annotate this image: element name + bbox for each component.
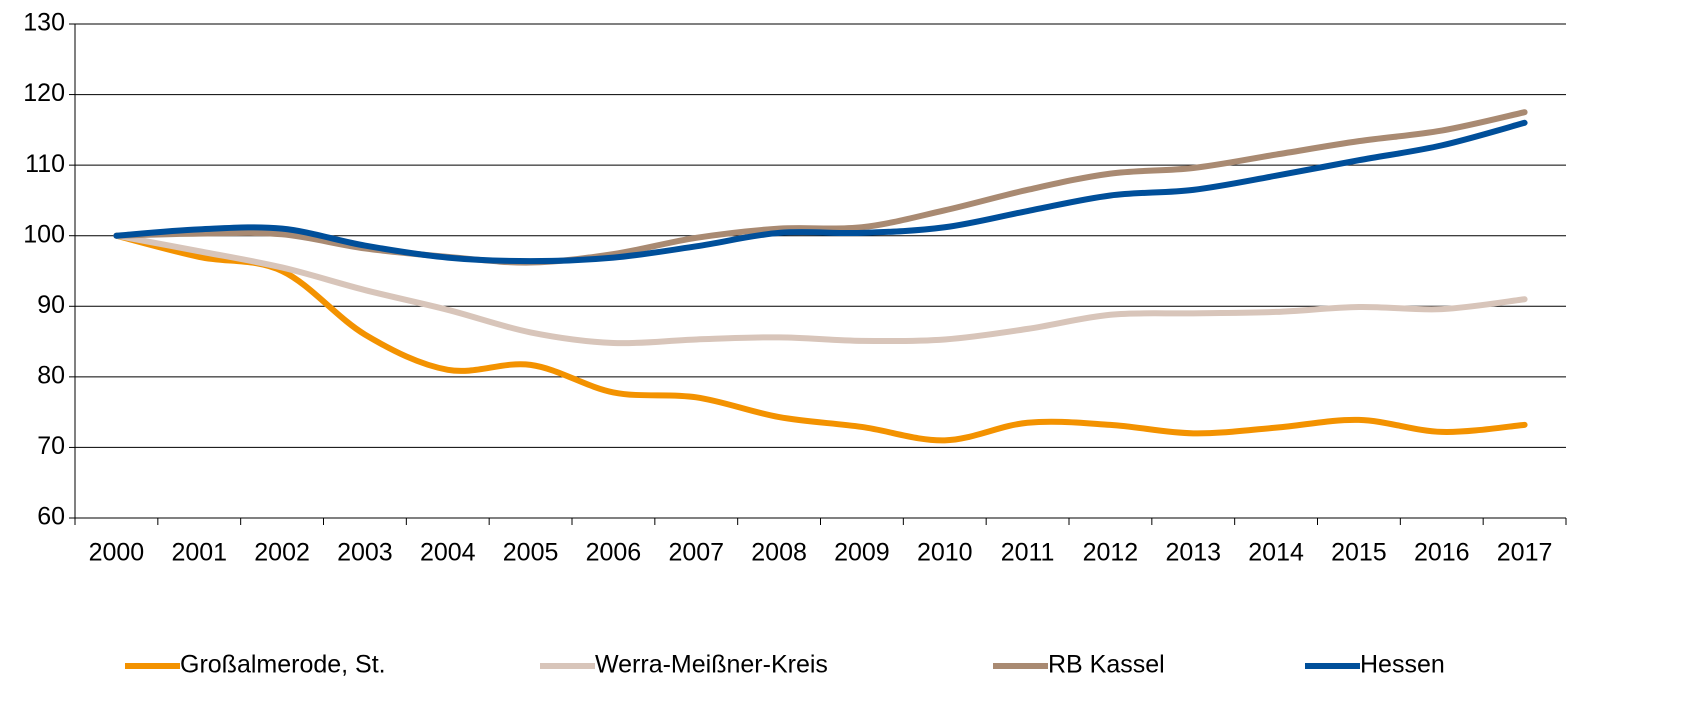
legend-label: Hessen <box>1360 651 1445 679</box>
y-tick-label: 120 <box>23 79 65 107</box>
y-tick-label: 70 <box>37 432 65 460</box>
x-tick-label: 2009 <box>834 539 890 567</box>
series-line <box>113 119 1528 265</box>
x-tick-label: 2001 <box>171 539 227 567</box>
x-tick-label: 2016 <box>1414 539 1470 567</box>
y-tick-label: 60 <box>37 503 65 531</box>
x-tick-label: 2006 <box>586 539 642 567</box>
series-line <box>113 232 1528 444</box>
x-tick-label: 2013 <box>1165 539 1221 567</box>
y-tick-label: 100 <box>23 220 65 248</box>
x-tick-label: 2003 <box>337 539 393 567</box>
x-tick-label: 2015 <box>1331 539 1387 567</box>
x-tick-label: 2002 <box>254 539 310 567</box>
x-tick-label: 2012 <box>1083 539 1139 567</box>
x-tick-label: 2005 <box>503 539 559 567</box>
x-tick-label: 2010 <box>917 539 973 567</box>
x-tick-label: 2004 <box>420 539 476 567</box>
x-tick-label: 2008 <box>751 539 807 567</box>
x-tick-label: 2011 <box>1001 539 1055 567</box>
x-tick-label: 2000 <box>89 539 145 567</box>
x-tick-label: 2014 <box>1248 539 1304 567</box>
series-line <box>113 109 1528 266</box>
legend-label: Werra-Meißner-Kreis <box>595 651 828 679</box>
y-tick-label: 80 <box>37 361 65 389</box>
x-tick-label: 2017 <box>1497 539 1553 567</box>
x-tick-label: 2007 <box>668 539 724 567</box>
y-tick-label: 90 <box>37 291 65 319</box>
legend-label: Großalmerode, St. <box>180 651 386 679</box>
y-tick-label: 110 <box>25 150 65 178</box>
legend-label: RB Kassel <box>1048 651 1165 679</box>
series-line <box>113 232 1528 347</box>
y-tick-label: 130 <box>23 9 65 37</box>
